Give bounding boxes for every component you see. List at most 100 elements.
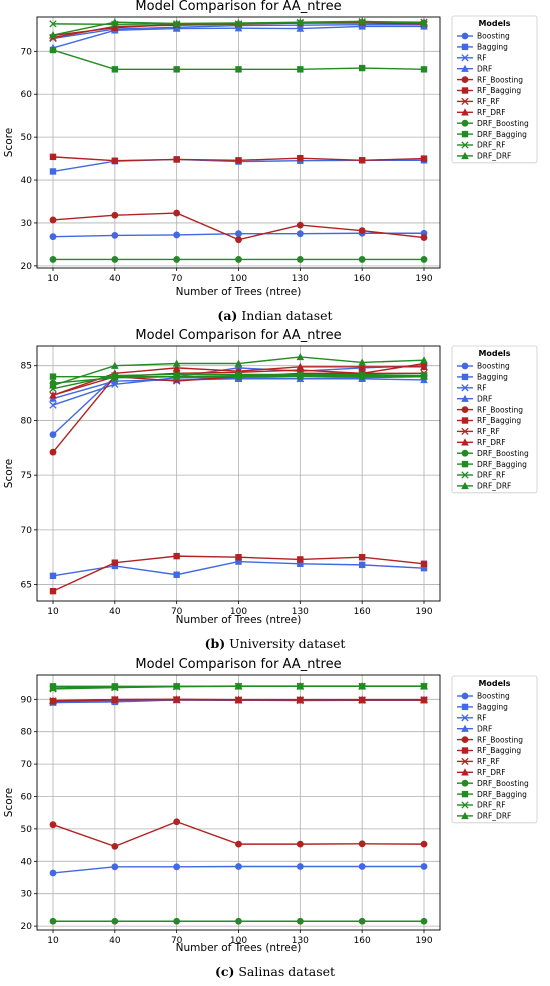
legend-item: RF_DRF: [457, 108, 506, 117]
legend-label: Bagging: [477, 703, 508, 712]
data-point: [235, 66, 242, 73]
legend-item: Bagging: [457, 373, 508, 382]
series-bagging: [49, 558, 428, 580]
legend-label: DRF_Bagging: [477, 790, 527, 799]
caption-label: (a): [217, 308, 237, 323]
data-point: [420, 373, 428, 380]
series-drf-boosting: [49, 256, 428, 263]
data-point: [358, 840, 366, 848]
legend-label: Boosting: [477, 32, 510, 41]
data-point: [234, 24, 243, 32]
data-point: [358, 863, 366, 870]
legend-marker: [461, 768, 469, 776]
legend-marker: [461, 714, 469, 722]
legend-item: DRF_RF: [457, 471, 506, 480]
data-point: [111, 682, 119, 691]
data-point: [235, 863, 242, 870]
legend-title: Models: [478, 349, 510, 358]
data-point: [358, 370, 366, 379]
legend-marker: [461, 406, 469, 413]
data-point: [420, 695, 428, 703]
x-tick-label: 70: [171, 607, 183, 617]
data-point: [111, 66, 119, 73]
data-point: [420, 356, 428, 364]
data-point: [235, 917, 242, 925]
y-tick-label: 80: [21, 416, 33, 426]
legend-label: DRF_RF: [477, 801, 506, 810]
data-point: [173, 917, 181, 925]
legend-item: DRF_DRF: [457, 482, 511, 491]
legend-marker: [461, 119, 469, 127]
data-point: [49, 381, 57, 389]
data-point: [111, 18, 119, 26]
data-point: [49, 683, 57, 692]
data-point: [173, 370, 181, 379]
legend-marker: [461, 460, 469, 468]
legend-marker: [461, 724, 469, 732]
chart-panel-indian: Model Comparison for AA_ntree 10 40 70 100 13…: [3, 0, 538, 323]
y-tick-label: 70: [21, 47, 33, 57]
chart-title: Model Comparison for AA_ntree: [135, 0, 341, 14]
data-point: [111, 23, 119, 31]
data-point: [172, 363, 181, 372]
data-point: [296, 221, 304, 229]
data-point: [173, 818, 181, 826]
data-point: [234, 359, 243, 367]
legend-item: DRF_RF: [457, 801, 506, 810]
data-point: [420, 155, 428, 162]
data-point: [296, 256, 304, 263]
legend-marker: [461, 362, 469, 370]
data-point: [358, 373, 366, 380]
legend-marker: [461, 32, 469, 40]
legend-box: [451, 345, 538, 494]
caption-label: (b): [205, 636, 226, 651]
legend-item: DRF_Boosting: [457, 779, 529, 788]
data-point: [420, 564, 428, 572]
data-point: [296, 24, 305, 32]
legend-label: RF: [477, 714, 487, 723]
y-tick-label: 30: [21, 219, 33, 229]
legend-marker: [461, 384, 469, 392]
legend-marker: [461, 747, 469, 754]
series-rf-boosting: [49, 209, 428, 244]
y-tick-label: 60: [21, 793, 33, 803]
legend-marker: [461, 736, 469, 743]
data-point: [358, 561, 366, 569]
y-tick-label: 70: [21, 526, 33, 536]
data-point: [297, 66, 304, 73]
y-tick-label: 50: [21, 133, 33, 143]
data-point: [296, 917, 304, 925]
legend-label: RF_Bagging: [477, 746, 521, 755]
legend-item: RF_Bagging: [457, 86, 521, 95]
legend-item: DRF: [457, 394, 492, 403]
legend-item: DRF_Bagging: [457, 790, 527, 799]
data-point: [111, 863, 119, 871]
data-point: [296, 370, 304, 379]
x-tick-label: 10: [47, 936, 59, 946]
x-axis-label: Number of Trees (ntree): [176, 286, 302, 298]
legend-label: Boosting: [477, 692, 510, 701]
data-point: [173, 209, 181, 217]
figure-caption: (c) Salinas dataset: [215, 964, 335, 979]
data-point: [49, 869, 57, 877]
legend-item: RF_RF: [457, 427, 500, 436]
legend-item: DRF_DRF: [457, 812, 511, 821]
legend-label: RF_RF: [477, 97, 500, 106]
legend-marker: [461, 54, 469, 62]
data-point: [111, 256, 119, 263]
legend-item: RF_DRF: [457, 438, 506, 447]
data-point: [358, 358, 366, 366]
y-tick-label: 60: [21, 90, 33, 100]
data-point: [235, 558, 242, 565]
data-point: [49, 391, 57, 399]
data-point: [358, 362, 366, 370]
data-point: [172, 682, 181, 690]
data-point: [297, 560, 304, 567]
legend-marker: [461, 64, 469, 72]
data-point: [49, 917, 57, 925]
data-point: [172, 24, 181, 32]
y-tick-label: 65: [21, 581, 32, 591]
legend-marker: [461, 151, 469, 160]
data-point: [49, 168, 57, 175]
legend-item: RF_Bagging: [457, 746, 521, 755]
